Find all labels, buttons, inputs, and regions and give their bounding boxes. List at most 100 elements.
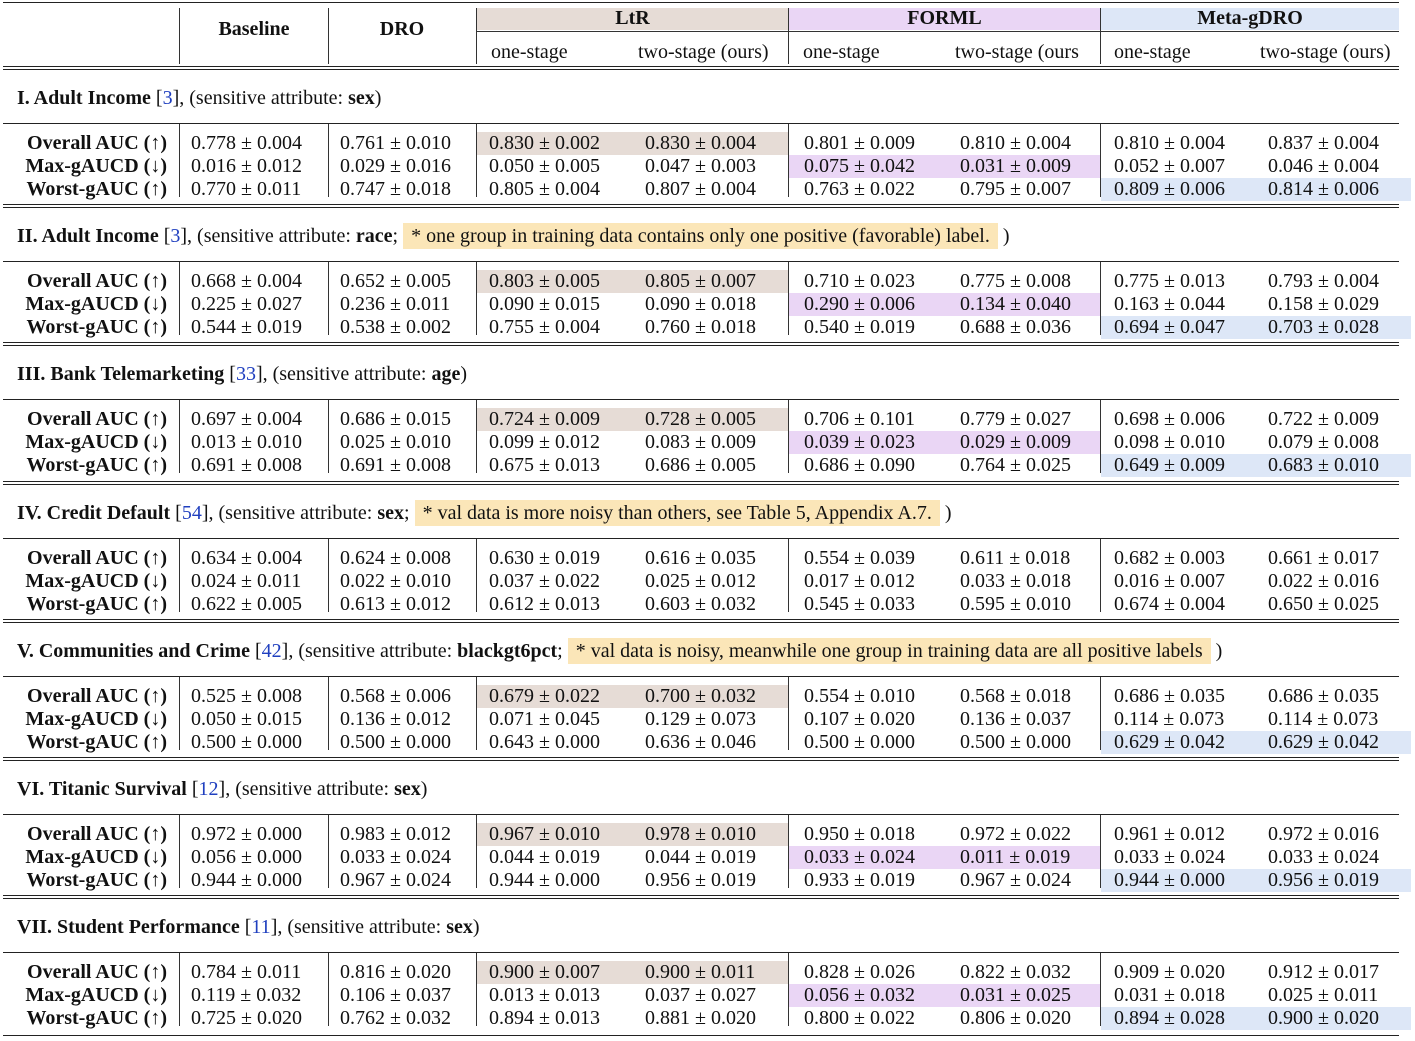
col-divider	[1100, 400, 1101, 473]
sub-meta-one: one-stage	[1114, 41, 1191, 63]
table-cell: 0.775 ± 0.008	[960, 270, 1071, 292]
table-cell: 0.763 ± 0.022	[804, 178, 915, 200]
col-divider	[1100, 677, 1101, 750]
header-rule	[3, 261, 1399, 262]
ltr-highlight	[477, 961, 788, 984]
table-cell: 0.613 ± 0.012	[340, 593, 451, 615]
attribute-prefix: , (sensitive attribute:	[225, 778, 395, 800]
table-cell: 0.668 ± 0.004	[191, 270, 302, 292]
table-cell: 0.025 ± 0.010	[340, 431, 451, 453]
ltr-highlight	[477, 132, 788, 155]
table-cell: 0.568 ± 0.006	[340, 685, 451, 707]
sub-forml-two: two-stage (ours	[955, 41, 1079, 63]
table-cell: 0.039 ± 0.023	[804, 431, 915, 453]
metric-label: Max-gAUCD (↓)	[25, 431, 167, 453]
forml-highlight	[789, 984, 1100, 1007]
col-divider	[328, 124, 329, 197]
table-cell: 0.686 ± 0.035	[1114, 685, 1225, 707]
table-cell: 0.636 ± 0.046	[645, 731, 756, 753]
metric-label: Max-gAUCD (↓)	[25, 984, 167, 1006]
col-divider	[179, 815, 180, 888]
table-cell: 0.683 ± 0.010	[1268, 454, 1379, 476]
header-rule	[3, 123, 1399, 124]
table-cell: 0.114 ± 0.073	[1114, 708, 1225, 730]
table-cell: 0.098 ± 0.010	[1114, 431, 1225, 453]
table-cell: 0.682 ± 0.003	[1114, 547, 1225, 569]
metric-label: Worst-gAUC (↑)	[26, 1007, 167, 1029]
section-header: VII. Student Performance [11], (sensitiv…	[17, 916, 480, 938]
col-divider	[476, 815, 477, 888]
table-cell: 0.025 ± 0.011	[1268, 984, 1379, 1006]
citation-link[interactable]: 54	[181, 502, 202, 524]
table-cell: 0.011 ± 0.019	[960, 846, 1071, 868]
section-header: III. Bank Telemarketing [33], (sensitive…	[17, 363, 468, 385]
citation-link[interactable]: 33	[235, 363, 256, 385]
citation-link[interactable]: 12	[198, 778, 219, 800]
table-cell: 0.052 ± 0.007	[1114, 155, 1225, 177]
table-cell: 0.500 ± 0.000	[191, 731, 302, 753]
table-cell: 0.079 ± 0.008	[1268, 431, 1379, 453]
col-divider	[179, 8, 180, 64]
table-cell: 0.810 ± 0.004	[1114, 132, 1225, 154]
table-cell: 0.807 ± 0.004	[645, 178, 756, 200]
col-divider	[179, 124, 180, 197]
col-divider	[328, 815, 329, 888]
table-cell: 0.037 ± 0.027	[645, 984, 756, 1006]
citation-link[interactable]: 11	[251, 916, 271, 938]
col-divider	[788, 8, 789, 64]
table-cell: 0.136 ± 0.037	[960, 708, 1071, 730]
forml-highlight	[789, 155, 1100, 178]
table-cell: 0.697 ± 0.004	[191, 408, 302, 430]
table-cell: 0.775 ± 0.013	[1114, 270, 1225, 292]
table-cell: 0.595 ± 0.010	[960, 593, 1071, 615]
table-cell: 0.090 ± 0.015	[489, 293, 600, 315]
metric-label: Worst-gAUC (↑)	[26, 178, 167, 200]
table-cell: 0.830 ± 0.002	[489, 132, 600, 154]
table-cell: 0.022 ± 0.010	[340, 570, 451, 592]
header-rule	[3, 538, 1399, 539]
section-rule	[3, 898, 1399, 899]
table-cell: 0.747 ± 0.018	[340, 178, 451, 200]
citation-link[interactable]: 42	[261, 640, 282, 662]
table-cell: 0.016 ± 0.012	[191, 155, 302, 177]
citation-link[interactable]: 3	[162, 87, 173, 109]
sub-ltr-one: one-stage	[491, 41, 568, 63]
table-cell: 0.050 ± 0.015	[191, 708, 302, 730]
table-cell: 0.044 ± 0.019	[645, 846, 756, 868]
table-cell: 0.031 ± 0.009	[960, 155, 1071, 177]
table-cell: 0.691 ± 0.008	[191, 454, 302, 476]
col-divider	[328, 262, 329, 335]
table-cell: 0.538 ± 0.002	[340, 316, 451, 338]
col-divider	[179, 677, 180, 750]
table-cell: 0.075 ± 0.042	[804, 155, 915, 177]
table-cell: 0.710 ± 0.023	[804, 270, 915, 292]
table-cell: 0.795 ± 0.007	[960, 178, 1071, 200]
table-cell: 0.894 ± 0.013	[489, 1007, 600, 1029]
header-rule	[3, 814, 1399, 815]
sensitive-attribute: sex	[446, 916, 473, 938]
section-rule	[3, 619, 1399, 620]
table-cell: 0.972 ± 0.016	[1268, 823, 1379, 845]
col-divider	[788, 400, 789, 473]
col-divider	[1100, 8, 1101, 64]
section-suffix: )	[1215, 640, 1223, 662]
citation-link[interactable]: 3	[170, 225, 181, 247]
table-cell: 0.944 ± 0.000	[191, 869, 302, 891]
ltr-highlight	[477, 270, 788, 293]
col-divider	[476, 953, 477, 1026]
metric-label: Worst-gAUC (↑)	[26, 869, 167, 891]
table-cell: 0.800 ± 0.022	[804, 1007, 915, 1029]
section-header: I. Adult Income [3], (sensitive attribut…	[17, 87, 382, 109]
metric-label: Overall AUC (↑)	[27, 408, 167, 430]
table-cell: 0.056 ± 0.032	[804, 984, 915, 1006]
table-cell: 0.770 ± 0.011	[191, 178, 302, 200]
table-cell: 0.816 ± 0.020	[340, 961, 451, 983]
table-cell: 0.956 ± 0.019	[1268, 869, 1379, 891]
sensitive-attribute: age	[431, 363, 461, 385]
col-divider	[328, 677, 329, 750]
table-cell: 0.022 ± 0.016	[1268, 570, 1379, 592]
col-divider	[1100, 815, 1101, 888]
table-cell: 0.661 ± 0.017	[1268, 547, 1379, 569]
col-divider	[1100, 262, 1101, 335]
table-cell: 0.500 ± 0.000	[804, 731, 915, 753]
